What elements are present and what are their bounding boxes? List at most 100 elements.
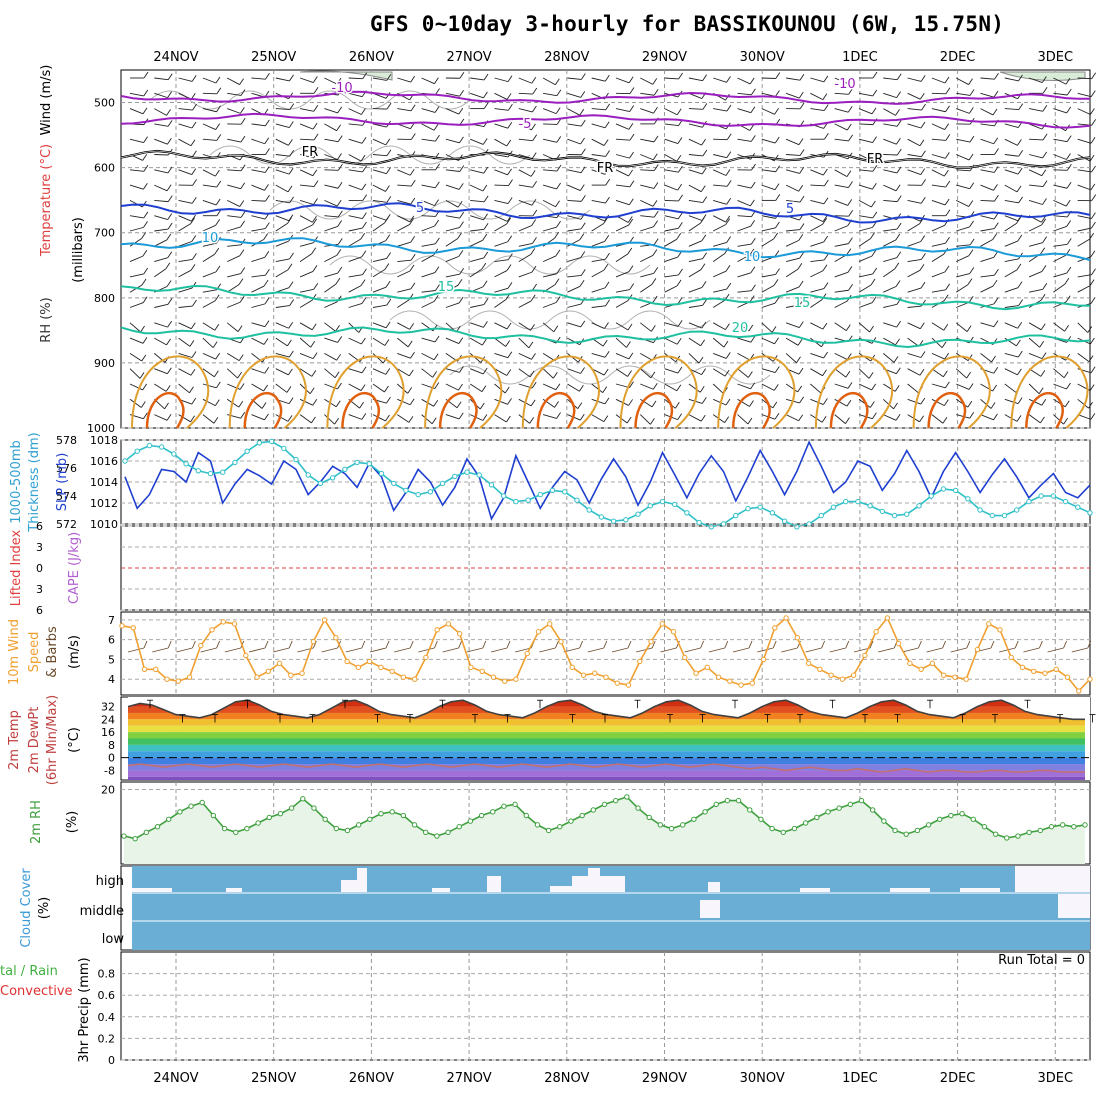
wind-barb-flag xyxy=(506,93,512,100)
wind10-barb xyxy=(878,647,895,653)
wind-barb xyxy=(251,169,266,173)
wind-barb-flag xyxy=(216,209,222,216)
wind-barb-flag xyxy=(482,233,488,241)
rh2m-line-point xyxy=(1004,835,1010,841)
wind-barb xyxy=(640,184,654,189)
thickness-line-point xyxy=(354,459,360,466)
wind-barb xyxy=(275,184,289,193)
wind-barb-flag xyxy=(528,341,534,349)
wind-barb-flag xyxy=(213,416,219,424)
wind-barb xyxy=(640,398,653,408)
wind10-barb xyxy=(490,647,508,653)
wind-barb xyxy=(567,108,580,116)
wind-barb-flag xyxy=(434,106,440,113)
wind-barb xyxy=(931,108,946,113)
wind-barb-flag xyxy=(214,399,220,406)
wind-barb xyxy=(348,256,363,263)
wind-barb xyxy=(1004,199,1019,204)
wind-barb xyxy=(299,368,313,377)
wind-barb-flag xyxy=(749,400,754,407)
temp-band xyxy=(128,725,1085,733)
wind-barb-flag xyxy=(846,399,852,407)
wind-barb-flag xyxy=(1064,324,1069,332)
wind-barb-flag xyxy=(191,168,197,175)
wind-barb xyxy=(129,92,144,97)
isotherm-30 xyxy=(927,392,967,429)
wind-barb-flag xyxy=(143,221,148,228)
wind-barb xyxy=(348,154,362,162)
thickness-line-point xyxy=(745,505,751,512)
wind-barb-flag xyxy=(676,233,682,240)
wind-barb xyxy=(980,414,994,421)
wind-barb-flag xyxy=(166,414,172,421)
wind-barb xyxy=(883,322,897,328)
wind-barb-flag xyxy=(1090,297,1096,304)
wind-barb xyxy=(785,383,798,393)
wind-barb-flag xyxy=(1066,382,1071,390)
wind-barb xyxy=(178,169,192,176)
thickness-line-point xyxy=(244,448,250,454)
wind-barb-flag xyxy=(191,351,197,358)
wind10-speed-line-point xyxy=(974,646,981,653)
wind-barb-flag xyxy=(848,237,853,244)
wind-barb xyxy=(664,383,678,392)
rh2m-line-point xyxy=(579,812,585,819)
wind-barb-flag xyxy=(530,248,536,255)
wind-barb xyxy=(810,299,823,308)
wind10-barb-flag xyxy=(821,640,826,649)
wind-barb-flag xyxy=(1016,263,1022,271)
wind-barb-flag xyxy=(822,217,828,225)
wind-barb xyxy=(688,383,701,393)
wind-barb-flag xyxy=(287,339,292,347)
thickness-line-point xyxy=(708,524,715,530)
wind-barb-flag xyxy=(726,282,732,290)
wind-barb xyxy=(518,322,531,331)
wind-barb xyxy=(858,273,873,278)
wind-barb xyxy=(615,224,629,232)
wind-barb-flag xyxy=(140,325,145,333)
wind-barb xyxy=(615,271,630,278)
isotherm-label: 10 xyxy=(744,250,761,265)
wind-barb xyxy=(494,270,508,278)
wind-barb xyxy=(445,184,460,190)
precip-tick-label: 0 xyxy=(108,1054,115,1067)
wind10-speed-line-point xyxy=(164,676,170,682)
wind-barb-flag xyxy=(337,210,343,218)
rh2m-line-point xyxy=(378,810,384,817)
wind-barb xyxy=(1004,154,1019,157)
wind-barb-flag xyxy=(435,134,440,142)
wind-barb xyxy=(1077,138,1092,144)
wind-barb-flag xyxy=(335,277,341,285)
wind-barb-flag xyxy=(336,248,342,256)
thickness-line-point xyxy=(977,507,983,513)
wind-barb-flag xyxy=(289,299,295,306)
wind-barb-flag xyxy=(725,398,731,406)
cloud-gap xyxy=(357,868,367,892)
wind-barb xyxy=(785,414,799,422)
wind-barb xyxy=(421,138,436,142)
wind-barb xyxy=(494,92,508,100)
wind-barb xyxy=(178,337,191,347)
wind-barb-flag xyxy=(628,123,634,130)
wind-barb xyxy=(713,184,728,187)
date-label-bottom: 2DEC xyxy=(940,1071,976,1086)
wind-barb xyxy=(470,304,484,308)
wind-barb xyxy=(1053,199,1067,207)
wind-barb-flag xyxy=(458,107,464,115)
wind-barb-flag xyxy=(771,326,777,333)
wind-barb-flag xyxy=(360,154,366,162)
wind-barb xyxy=(883,92,897,99)
cloud-level-label: middle xyxy=(80,904,124,919)
wind-barb xyxy=(688,154,703,157)
wind10-barb xyxy=(1023,647,1040,653)
wind10-barb-flag xyxy=(191,640,196,649)
wind-barb-flag xyxy=(336,199,342,207)
wind-barb-flag xyxy=(167,195,173,202)
wind-barb xyxy=(931,184,946,188)
wind-barb xyxy=(300,108,314,112)
wind-barb xyxy=(300,288,314,293)
wind10-speed-line-point xyxy=(783,615,789,621)
wind10-speed-line-point xyxy=(445,621,452,627)
wind-barb xyxy=(810,398,824,405)
wind-barb xyxy=(907,223,920,232)
